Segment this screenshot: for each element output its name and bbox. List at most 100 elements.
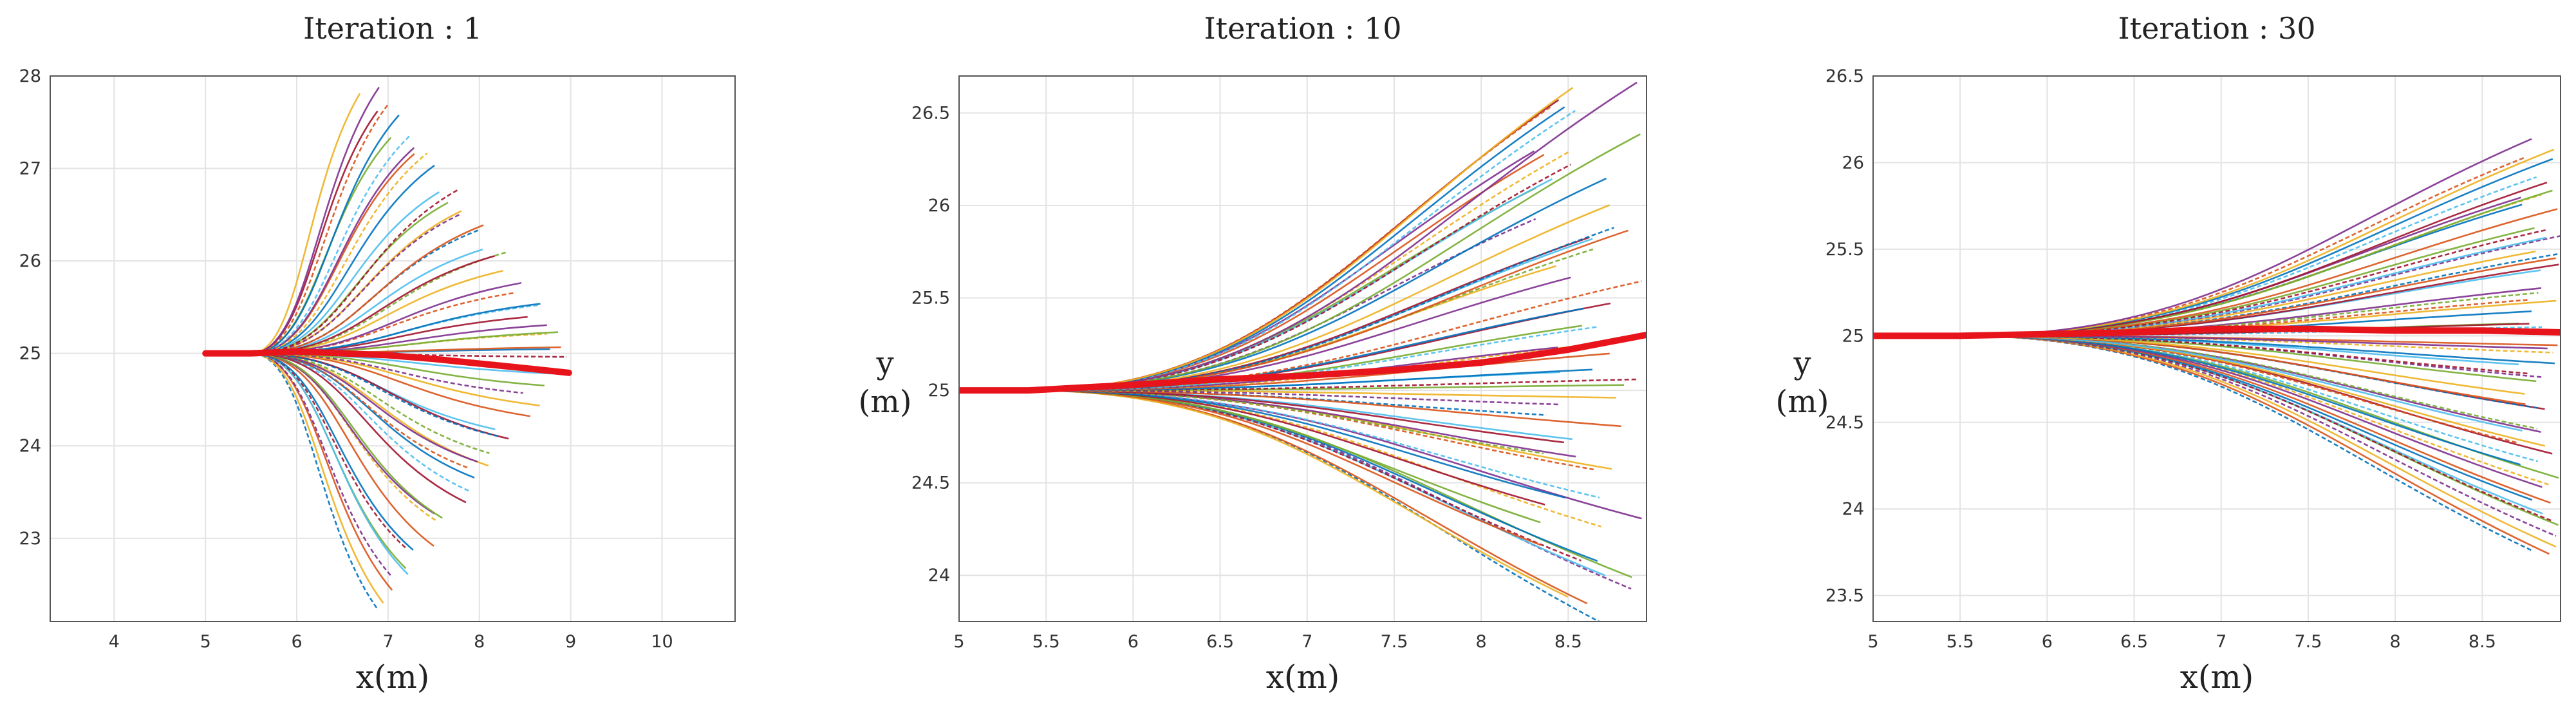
sample-trajectory <box>205 86 380 354</box>
sample-trajectory <box>959 389 1582 562</box>
panel-title: Iteration : 30 <box>2118 11 2315 46</box>
y-tick-label: 24 <box>1842 499 1864 519</box>
x-tick-label: 4 <box>109 632 120 652</box>
sample-trajectory <box>959 106 1565 392</box>
sample-trajectory <box>1873 335 2550 486</box>
x-tick-label: 7 <box>2216 632 2226 652</box>
sample-trajectory <box>205 352 438 522</box>
x-axis-label: x(m) <box>356 658 430 696</box>
y-tick-label: 24.5 <box>911 473 950 493</box>
y-tick-label: 24.5 <box>1825 413 1864 433</box>
sample-trajectory <box>959 389 1566 499</box>
sample-trajectory <box>205 352 384 604</box>
mean-trajectory <box>202 348 572 376</box>
y-tick-label: 23.5 <box>1825 586 1864 606</box>
y-tick-label: 26 <box>19 251 41 271</box>
sample-trajectory <box>205 202 449 354</box>
sample-trajectories <box>205 86 567 609</box>
x-tick-label: 6 <box>291 632 302 652</box>
y-tick-label: 24 <box>19 436 41 456</box>
y-tick-label: 25 <box>928 381 950 401</box>
sample-trajectory <box>959 389 1588 605</box>
panel-1: Iteration : 1 4 5 6 7 8 9 10 23 24 25 26 27 28 x(m) <box>19 11 736 696</box>
sample-trajectory <box>959 236 1590 392</box>
sample-trajectory <box>1873 335 2553 354</box>
x-tick-label: 8 <box>474 632 485 652</box>
sample-trajectory <box>205 270 503 354</box>
sample-trajectory <box>205 352 443 519</box>
sample-trajectory <box>1873 335 2553 522</box>
y-tick-label: 26.5 <box>1825 66 1864 86</box>
sample-trajectory <box>205 292 514 354</box>
sample-trajectory <box>959 280 1642 392</box>
sample-trajectory <box>205 251 507 354</box>
x-tick-label: 7.5 <box>2294 632 2322 652</box>
x-axis-label: x(m) <box>1266 658 1340 696</box>
y-axis-label: y (m) <box>859 345 912 420</box>
sample-trajectory <box>205 352 523 394</box>
axes-box <box>1872 75 2561 622</box>
y-tick-label: 27 <box>19 159 41 179</box>
y-tick-label: 25 <box>1842 326 1864 346</box>
sample-trajectory <box>959 227 1614 392</box>
sample-trajectory <box>959 389 1545 506</box>
x-tick-label: 5 <box>200 632 211 652</box>
sample-trajectory <box>959 389 1600 499</box>
x-tick-label: 6.5 <box>2120 632 2148 652</box>
panel-3: Iteration : 30 5 5.5 6 6.5 7 7.5 8 8.5 23.5 24 24.5… <box>1776 11 2561 696</box>
sample-trajectory <box>959 106 1552 392</box>
x-tick-label: 8 <box>2390 632 2401 652</box>
y-tick-label: 28 <box>19 66 41 86</box>
x-tick-label: 6 <box>2042 632 2053 652</box>
sample-trajectories <box>1873 138 2561 555</box>
y-tick-label: 25.5 <box>1825 240 1864 260</box>
axes-box <box>50 75 736 622</box>
x-tick-label: 5 <box>953 632 964 652</box>
x-tick-label: 6.5 <box>1206 632 1234 652</box>
sample-trajectory <box>1873 252 2561 337</box>
sample-trajectory <box>205 147 415 354</box>
x-tick-label: 8.5 <box>1554 632 1582 652</box>
sample-trajectory <box>205 352 393 578</box>
y-tick-label: 23 <box>19 529 41 549</box>
x-tick-label: 7.5 <box>1380 632 1408 652</box>
sample-trajectory <box>205 352 435 515</box>
sample-trajectory <box>205 352 469 469</box>
y-tick-label: 26.5 <box>911 103 950 123</box>
x-tick-label: 9 <box>565 632 576 652</box>
x-tick-label: 5 <box>1867 632 1878 652</box>
y-tick-label: 26 <box>1842 153 1864 173</box>
x-tick-label: 7 <box>382 632 393 652</box>
axes-box <box>958 75 1647 622</box>
x-axis-label: x(m) <box>2180 658 2254 696</box>
y-tick-label: 24 <box>928 566 950 585</box>
sample-trajectory <box>205 352 499 437</box>
y-tick-label: 26 <box>928 196 950 216</box>
x-tick-label: 8 <box>1476 632 1487 652</box>
x-tick-label: 5.5 <box>1946 632 1974 652</box>
mean-trajectory <box>959 331 1647 394</box>
x-tick-label: 5.5 <box>1032 632 1060 652</box>
sample-trajectory <box>205 352 378 609</box>
sample-trajectory <box>959 238 1593 392</box>
panel-title: Iteration : 1 <box>303 11 482 46</box>
sample-trajectory <box>205 352 407 549</box>
y-axis-label: y (m) <box>1776 345 1829 420</box>
sample-trajectory <box>1873 235 2561 337</box>
mean-trajectory <box>1873 325 2561 339</box>
sample-trajectory <box>959 150 1571 392</box>
x-tick-label: 8.5 <box>2469 632 2496 652</box>
sample-trajectory <box>205 135 411 354</box>
panel-2: Iteration : 10 5 5.5 6 6.5 7 7.5 8 8.5 24 24.5 25 25… <box>859 11 1647 696</box>
sample-trajectory <box>1873 148 2555 337</box>
y-tick-label: 25 <box>19 344 41 364</box>
sample-trajectory <box>959 389 1601 622</box>
y-tick-label: 25.5 <box>911 289 950 309</box>
sample-trajectory <box>205 93 361 354</box>
x-tick-label: 10 <box>651 632 673 652</box>
panel-title: Iteration : 10 <box>1204 11 1401 46</box>
sample-trajectory <box>959 389 1601 528</box>
x-tick-label: 6 <box>1128 632 1139 652</box>
x-tick-label: 7 <box>1302 632 1312 652</box>
